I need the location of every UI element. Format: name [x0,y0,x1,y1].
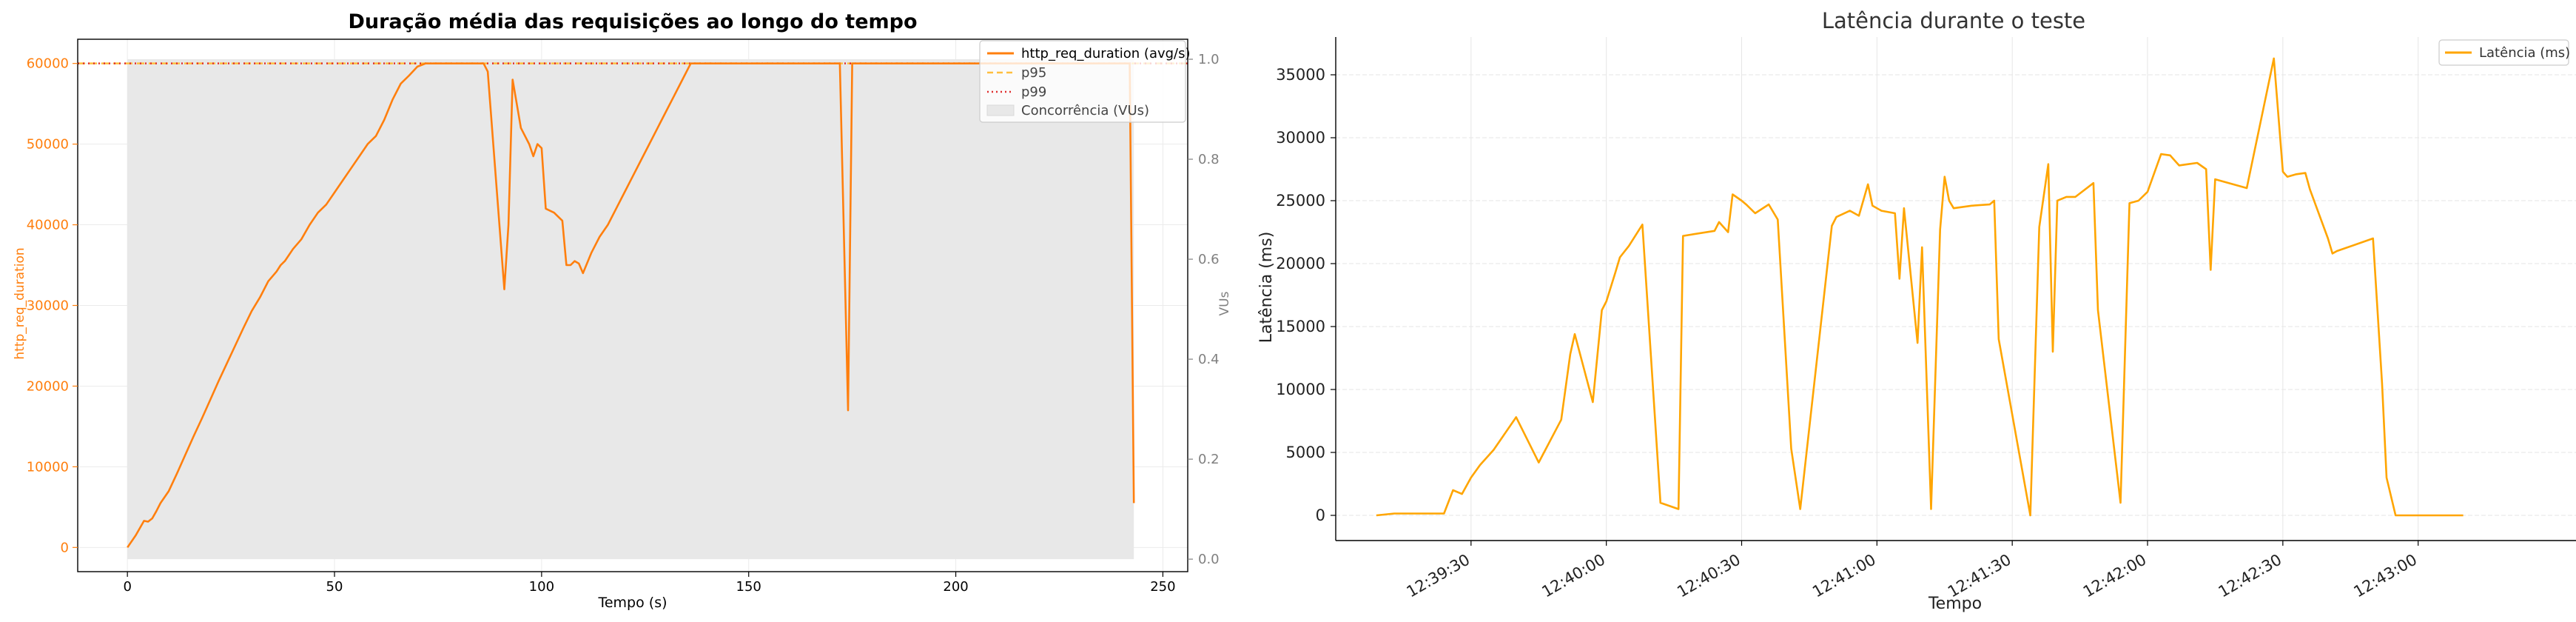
c2-xtick-label-5: 12:42:00 [2080,551,2150,601]
c2-xtick-label-2: 12:40:30 [1674,551,1743,601]
c1-xtick-label-2: 100 [529,579,554,595]
chart2-series-lines [1376,57,2464,517]
chart2-title: Latência durante o teste [1822,8,2085,33]
legend-latency-label: Latência (ms) [2479,45,2570,61]
c1-y2tick-label-5: 1.0 [1198,52,1220,67]
chart2-grid [1336,37,2576,541]
legend-area-swatch [986,104,1015,116]
chart1-legend: http_req_duration (avg/s) p95 p99 Concor… [979,40,1191,123]
legend-area-label: Concorrência (VUs) [1021,103,1149,118]
c2-xtick-label-0: 12:39:30 [1404,551,1473,601]
c1-y2tick-label-1: 0.2 [1198,452,1220,467]
c1-xtick-label-4: 200 [943,579,968,595]
c2-ytick-label-3: 15000 [1276,318,1325,335]
latency-line [1376,57,2464,517]
c2-xtick-label-4: 12:41:30 [1945,551,2014,601]
chart1-title: Duração média das requisições ao longo d… [348,10,917,33]
chart1-y2label: VUs [1217,291,1232,315]
legend-p95-label: p95 [1021,65,1046,81]
chart2-axes [1335,37,2576,541]
c1-y2tick-label-0: 0.0 [1198,552,1220,567]
c2-ytick-label-1: 5000 [1286,444,1325,461]
c1-xtick-label-5: 250 [1150,579,1175,595]
chart2-legend: Latência (ms) [2438,39,2570,66]
chart-duration: Duração média das requisições ao longo d… [13,10,1232,611]
legend-p99-label: p99 [1021,84,1046,100]
chart1-xlabel: Tempo (s) [597,595,667,611]
c1-ytick-label-1: 10000 [27,459,69,475]
concurrency-area [127,59,1134,560]
c2-ytick-label-5: 25000 [1276,192,1325,210]
chart2-xlabel: Tempo [1928,595,1982,613]
legend-avg-label: http_req_duration (avg/s) [1021,46,1191,61]
c1-xtick-label-0: 0 [123,579,131,595]
c1-ytick-label-5: 50000 [27,137,69,153]
chart2-tick-labels: 12:39:30 12:40:00 12:40:30 12:41:00 12:41:30… [1276,66,2420,601]
c2-xtick-label-3: 12:41:00 [1809,551,1879,601]
chart1-ylabel: http_req_duration [13,247,27,359]
chart2-legend-box [2438,39,2569,66]
c2-xtick-label-6: 12:42:30 [2216,551,2285,601]
chart1-concurrency-area [127,59,1134,560]
c2-ytick-label-0: 0 [1316,506,1325,524]
c1-y2tick-label-4: 0.8 [1198,152,1220,167]
chart2-ylabel: Latência (ms) [1257,232,1276,344]
avg-duration-line [127,62,1135,549]
c2-ytick-label-7: 35000 [1276,66,1325,84]
c1-y2tick-label-2: 0.4 [1198,352,1220,367]
c2-xtick-label-7: 12:43:00 [2351,551,2421,601]
c1-ytick-label-4: 40000 [27,218,69,233]
c1-ytick-label-0: 0 [61,540,69,555]
chart1-legend-box [979,40,1186,123]
c1-y2tick-label-3: 0.6 [1198,252,1220,267]
c1-ytick-label-6: 60000 [27,56,69,72]
c1-xtick-label-1: 50 [326,579,343,595]
c1-xtick-label-3: 150 [736,579,761,595]
c1-ytick-label-2: 20000 [27,378,69,394]
c2-ytick-label-4: 20000 [1276,255,1325,272]
c1-ytick-label-3: 30000 [27,298,69,314]
chart1-tick-labels: 0 50 100 150 200 250 0 10000 20000 30000 40000 5000… [27,52,1220,595]
c2-ytick-label-2: 10000 [1276,381,1325,398]
c2-ytick-label-6: 30000 [1276,129,1325,147]
c2-xtick-label-1: 12:40:00 [1538,551,1608,601]
chart-latency: Latência durante o teste 12:39:30 12:40:0… [1257,8,2576,613]
